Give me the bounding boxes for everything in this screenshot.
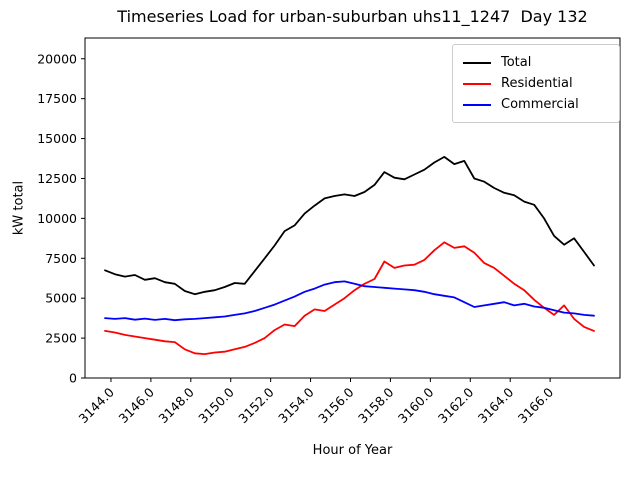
- legend-label-commercial: Commercial: [501, 97, 579, 112]
- y-axis-tick-label: 0: [69, 371, 77, 386]
- x-axis-tick-label: 3160.0: [395, 384, 437, 426]
- chart-title: Timeseries Load for urban-suburban uhs11…: [117, 7, 588, 26]
- x-axis-tick-label: 3150.0: [195, 384, 237, 426]
- x-axis-tick-label: 3144.0: [76, 384, 118, 426]
- legend-entry-commercial: Commercial: [463, 94, 611, 115]
- x-axis-tick-label: 3162.0: [435, 384, 477, 426]
- legend-label-total: Total: [501, 55, 532, 70]
- y-axis-tick-label: 5000: [45, 291, 77, 306]
- series-line-residential: [104, 241, 595, 356]
- y-axis-tick-label: 15000: [37, 131, 77, 146]
- legend: Total Residential Commercial: [452, 44, 620, 123]
- y-axis-tick-label: 10000: [37, 211, 77, 226]
- y-axis-tick-label: 20000: [37, 51, 77, 66]
- total-line-swatch: [463, 61, 491, 64]
- x-axis-tick-label: 3148.0: [155, 384, 197, 426]
- x-axis-tick-label: 3166.0: [515, 384, 557, 426]
- x-axis-tick-label: 3152.0: [235, 384, 277, 426]
- x-axis-tick-label: 3146.0: [115, 384, 157, 426]
- commercial-line-swatch: [463, 103, 491, 106]
- y-axis-tick-label: 7500: [45, 251, 77, 266]
- x-axis-tick-label: 3164.0: [475, 384, 517, 426]
- series-line-commercial: [104, 280, 595, 322]
- x-axis-tick-label: 3154.0: [275, 384, 317, 426]
- y-axis-tick-label: 17500: [37, 91, 77, 106]
- x-axis-tick-label: 3156.0: [315, 384, 357, 426]
- y-axis-tick-label: 12500: [37, 171, 77, 186]
- series-line-total: [104, 155, 595, 296]
- legend-entry-total: Total: [463, 52, 611, 73]
- residential-line-swatch: [463, 82, 491, 85]
- x-axis-label: Hour of Year: [312, 443, 393, 458]
- axes-frame: [84, 37, 621, 379]
- y-axis-tick-label: 2500: [45, 331, 77, 346]
- legend-label-residential: Residential: [501, 76, 573, 91]
- x-axis-tick-label: 3158.0: [355, 384, 397, 426]
- legend-entry-residential: Residential: [463, 73, 611, 94]
